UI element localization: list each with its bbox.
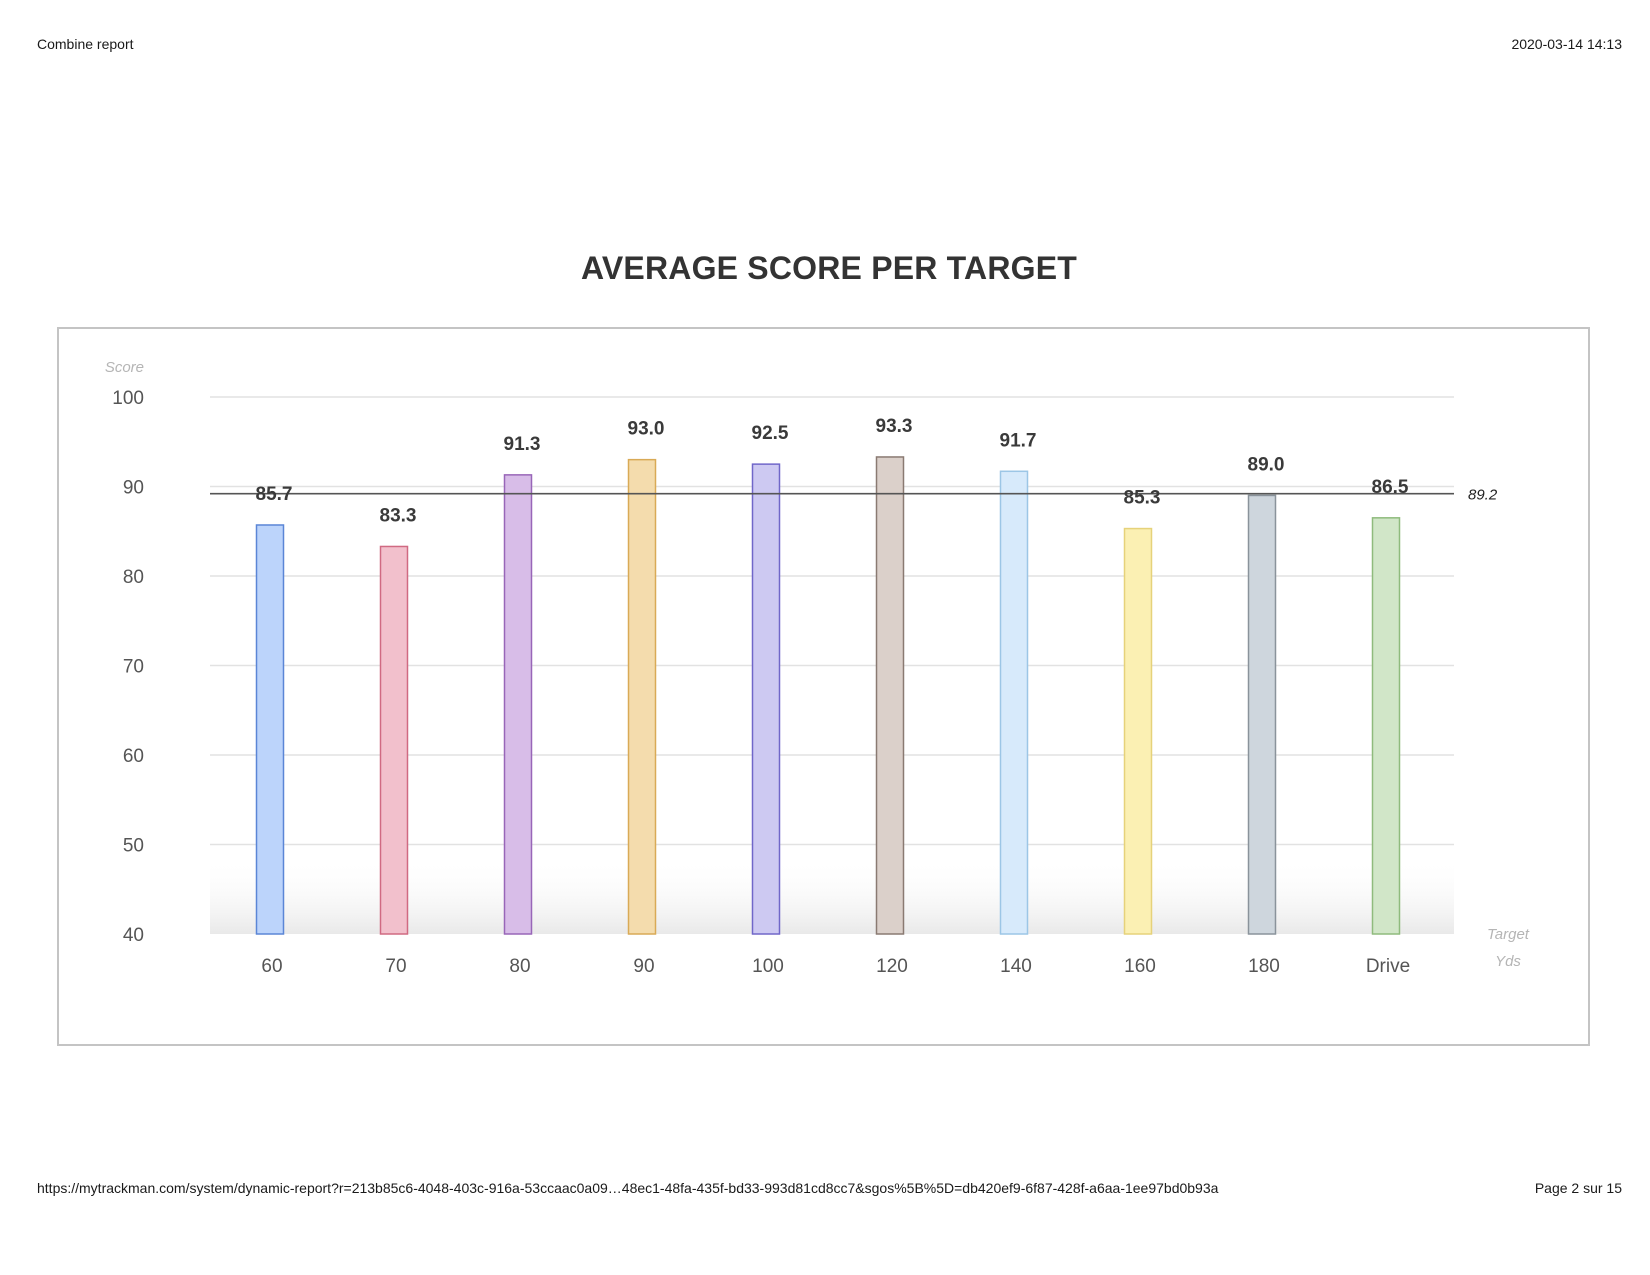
bar-140[interactable]	[999, 470, 1029, 935]
y-tick-label: 100	[112, 388, 144, 409]
chart-title: AVERAGE SCORE PER TARGET	[580, 250, 1078, 286]
x-tick-label: 90	[633, 956, 654, 977]
y-tick-label: 60	[123, 746, 144, 767]
bar-Drive[interactable]	[1371, 517, 1401, 935]
x-tick-label: 140	[1000, 956, 1032, 977]
bar-value-label: 93.0	[628, 419, 665, 440]
bar-value-label: 92.5	[752, 423, 789, 444]
y-tick-label: 80	[123, 567, 144, 588]
y-tick-label: 90	[123, 478, 144, 499]
x-tick-label: 180	[1248, 956, 1280, 977]
page-number: Page 2 sur 15	[1534, 1180, 1622, 1196]
footer-url: https://mytrackman.com/system/dynamic-re…	[37, 1180, 1219, 1196]
x-tick-label: 100	[752, 956, 784, 977]
x-tick-label: 120	[876, 956, 908, 977]
y-tick-label: 50	[123, 836, 144, 857]
bar-value-label: 83.3	[380, 505, 417, 526]
y-axis-title: Score	[105, 359, 144, 376]
x-tick-label: Drive	[1366, 956, 1410, 977]
bar-value-label: 93.3	[876, 416, 913, 437]
bar-160[interactable]	[1123, 527, 1153, 935]
x-axis-title-line2: Yds	[1495, 953, 1521, 970]
plot-floor-gradient	[210, 857, 1454, 934]
x-tick-label: 70	[385, 956, 406, 977]
bar-value-label: 91.7	[1000, 430, 1037, 451]
report-timestamp: 2020-03-14 14:13	[1511, 36, 1622, 52]
bar-100[interactable]	[751, 463, 781, 935]
bar-60[interactable]	[255, 524, 285, 935]
bar-value-label: 86.5	[1372, 477, 1409, 498]
report-title: Combine report	[37, 36, 134, 52]
y-tick-label: 70	[123, 657, 144, 678]
x-axis-title-line1: Target	[1487, 926, 1530, 943]
bar-value-label: 91.3	[504, 434, 541, 455]
bar-80[interactable]	[503, 474, 533, 935]
bar-120[interactable]	[875, 456, 905, 935]
bar-180[interactable]	[1247, 494, 1277, 935]
bar-value-label: 85.3	[1124, 488, 1161, 509]
bar-chart: Score 40 50 60 70 80 90 100 89.2 85.7 83.3 91.3 93.0…	[105, 359, 1530, 977]
chart-container: Score 40 50 60 70 80 90 100 89.2 85.7 83.3 91.3 93.0…	[57, 327, 1590, 1046]
bar-90[interactable]	[627, 458, 657, 935]
x-tick-label: 80	[509, 956, 530, 977]
bar-value-label: 89.0	[1248, 454, 1285, 475]
x-tick-label: 60	[261, 956, 282, 977]
bar-value-label: 85.7	[256, 484, 293, 505]
y-tick-label: 40	[123, 925, 144, 946]
average-line-label: 89.2	[1468, 487, 1498, 504]
bar-70[interactable]	[379, 545, 409, 935]
x-tick-label: 160	[1124, 956, 1156, 977]
